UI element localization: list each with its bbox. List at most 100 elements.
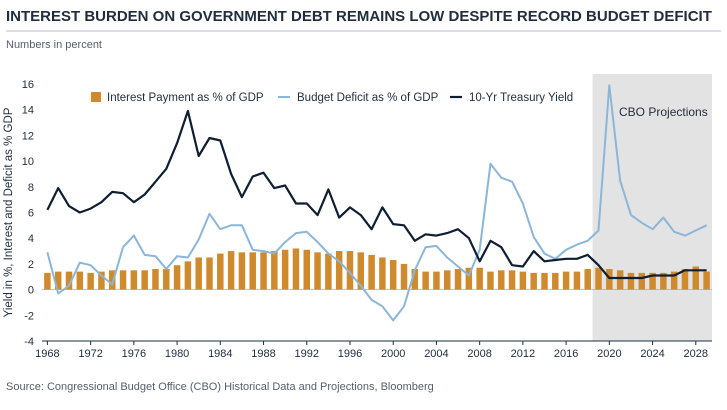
interest-bar-1972 <box>87 272 94 290</box>
interest-bar-1985 <box>227 251 235 290</box>
interest-bars <box>44 248 710 290</box>
interest-bar-1995 <box>335 251 343 290</box>
interest-bar-2001 <box>400 263 408 290</box>
interest-bar-2009 <box>487 271 494 290</box>
interest-bar-2018 <box>584 269 591 290</box>
interest-bar-2007 <box>465 267 473 290</box>
interest-bar-2017 <box>573 271 581 290</box>
interest-bar-2011 <box>508 270 516 290</box>
x-tick-label: 1976 <box>122 348 146 360</box>
x-tick-label: 2016 <box>554 348 578 360</box>
y-tick-label: 16 <box>22 79 34 91</box>
x-tick-label: 2028 <box>684 348 708 360</box>
x-tick-label: 1992 <box>295 348 319 360</box>
interest-bar-1991 <box>292 248 300 290</box>
interest-bar-1983 <box>206 257 213 290</box>
y-axis-label: Yield in %, Interest and Deficit as % GD… <box>3 107 15 317</box>
x-tick-label: 2000 <box>381 348 405 360</box>
legend-label-yield: 10-Yr Treasury Yield <box>469 92 573 104</box>
interest-bar-2027 <box>681 269 689 290</box>
interest-bar-1980 <box>173 265 181 290</box>
interest-bar-2022 <box>627 272 635 290</box>
interest-bar-2003 <box>422 271 429 290</box>
y-tick-label: 8 <box>28 182 34 194</box>
interest-bar-2008 <box>476 267 483 290</box>
interest-bar-2028 <box>692 266 700 290</box>
y-tick-label: 10 <box>22 156 34 168</box>
interest-bar-1975 <box>119 270 127 290</box>
interest-bar-1977 <box>141 270 148 290</box>
interest-bar-1974 <box>109 270 116 290</box>
interest-bar-1987 <box>249 252 256 290</box>
interest-bar-2019 <box>595 267 602 290</box>
interest-bar-2021 <box>616 270 624 290</box>
interest-bar-1990 <box>281 249 289 290</box>
interest-bar-2025 <box>660 272 667 290</box>
chart-title: INTEREST BURDEN ON GOVERNMENT DEBT REMAI… <box>6 8 712 25</box>
interest-bar-1986 <box>238 252 246 290</box>
treasury-yield-line <box>46 109 707 280</box>
interest-bar-1996 <box>346 251 354 290</box>
interest-bar-2024 <box>649 272 656 290</box>
interest-bar-1997 <box>357 252 365 290</box>
interest-bar-1978 <box>152 269 159 290</box>
x-tick-label: 2012 <box>511 348 535 360</box>
interest-bar-1998 <box>368 254 375 290</box>
interest-bar-1981 <box>184 261 192 290</box>
x-tick-label: 2024 <box>640 348 664 360</box>
y-tick-label: 2 <box>28 259 34 271</box>
interest-bar-1969 <box>54 271 62 290</box>
x-tick-label: 1980 <box>165 348 189 360</box>
interest-bar-1999 <box>379 257 386 290</box>
interest-bar-1971 <box>76 271 84 290</box>
interest-bar-1970 <box>65 271 73 290</box>
x-tick-label: 1996 <box>338 348 362 360</box>
projection-label: CBO Projections <box>619 105 708 119</box>
y-tick-label: 4 <box>28 233 34 245</box>
interest-bar-2006 <box>454 269 462 290</box>
interest-bar-2010 <box>498 270 505 290</box>
interest-bar-1989 <box>271 251 278 290</box>
interest-bar-2023 <box>638 272 645 290</box>
legend-label-deficit: Budget Deficit as % of GDP <box>297 92 439 104</box>
legend: Interest Payment as % of GDP Budget Defi… <box>91 92 573 104</box>
interest-bar-1988 <box>260 252 267 290</box>
x-tick-label: 2020 <box>597 348 621 360</box>
x-tick-label: 2004 <box>424 348 448 360</box>
interest-bar-1984 <box>217 253 224 290</box>
y-tick-label: -4 <box>24 336 34 348</box>
interest-bar-1968 <box>44 272 51 290</box>
interest-bar-2026 <box>670 271 678 290</box>
x-tick-label: 2008 <box>467 348 491 360</box>
interest-bar-1976 <box>130 270 138 290</box>
legend-swatch-interest <box>91 92 101 102</box>
x-tick-label: 1984 <box>208 348 232 360</box>
y-axis: -4 -2 0 2 4 6 8 10 12 14 16 <box>22 79 34 348</box>
interest-bar-1973 <box>98 271 105 290</box>
x-axis: 1968 1972 1976 1980 1984 1988 1992 1996 2000 2004… <box>35 340 712 360</box>
x-tick-label: 1968 <box>35 348 59 360</box>
y-tick-label: 6 <box>28 208 34 220</box>
interest-bar-2004 <box>433 271 440 290</box>
interest-bar-2013 <box>530 272 537 290</box>
interest-bar-1982 <box>195 257 202 290</box>
x-tick-label: 1988 <box>251 348 275 360</box>
y-tick-label: 12 <box>22 130 34 142</box>
x-tick-label: 1972 <box>78 348 102 360</box>
source-note: Source: Congressional Budget Office (CBO… <box>6 381 434 393</box>
legend-label-interest: Interest Payment as % of GDP <box>107 92 264 104</box>
interest-bar-1992 <box>303 249 310 290</box>
y-tick-label: -2 <box>24 310 34 322</box>
y-tick-label: 14 <box>22 105 34 117</box>
y-tick-label: 0 <box>28 285 34 297</box>
interest-bar-1993 <box>314 252 321 290</box>
interest-bar-2029 <box>703 271 710 290</box>
interest-bar-1979 <box>163 269 170 290</box>
interest-bar-2016 <box>562 271 570 290</box>
interest-bar-2020 <box>606 269 613 290</box>
chart-subtitle: Numbers in percent <box>6 39 102 51</box>
interest-bar-2005 <box>444 270 451 290</box>
deficit-line <box>46 84 708 322</box>
